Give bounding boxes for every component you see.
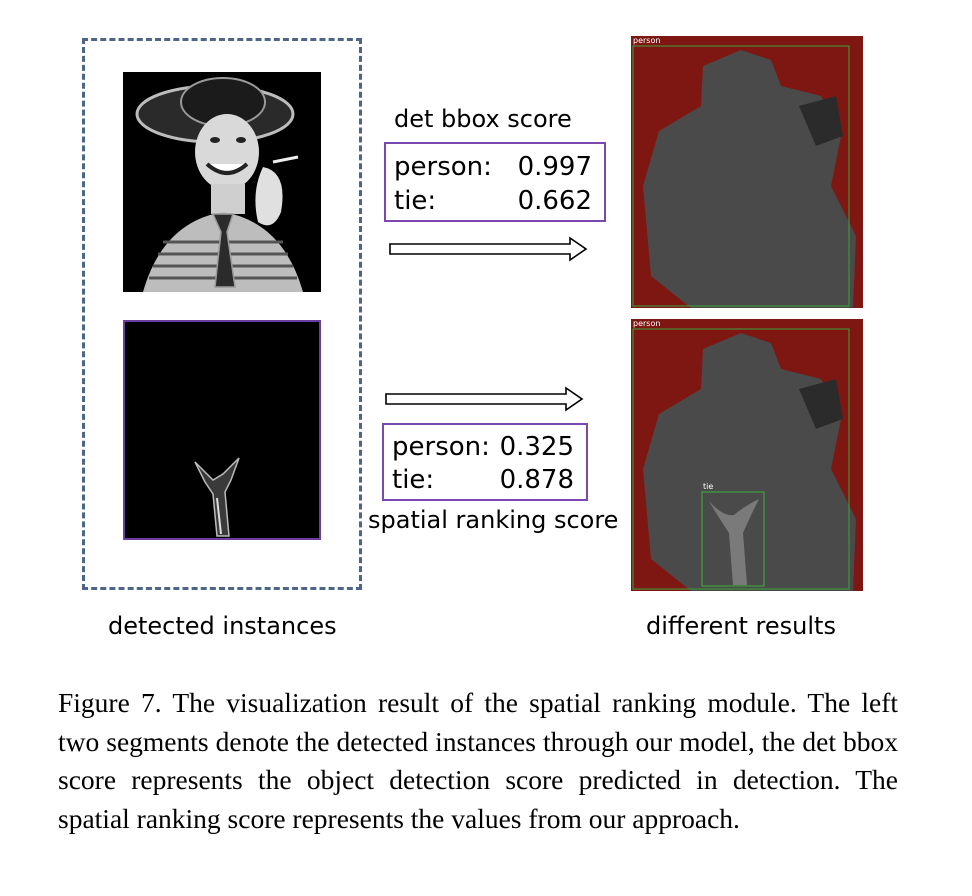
score-row: person: 0.325 <box>392 430 574 464</box>
person-box-label: person <box>633 319 661 328</box>
detected-instances-group <box>82 38 362 590</box>
tie-segment <box>123 320 321 540</box>
bottom-result-graphic <box>631 319 863 591</box>
score-row: tie: 0.662 <box>394 184 592 218</box>
top-arrow-icon <box>389 236 588 262</box>
score-row: person: 0.997 <box>394 150 592 184</box>
top-result-image: person <box>631 36 863 308</box>
person-photo-graphic <box>123 72 321 292</box>
spatial-ranking-score-title: spatial ranking score <box>368 506 619 534</box>
det-bbox-score-box: person: 0.997 tie: 0.662 <box>384 142 606 222</box>
tie-box-label: tie <box>703 482 714 491</box>
score-label: person: <box>392 432 490 462</box>
figure-caption: Figure 7. The visualization result of th… <box>58 684 898 838</box>
det-bbox-score-title: det bbox score <box>394 105 572 133</box>
detected-instances-label: detected instances <box>108 612 337 640</box>
spatial-ranking-score-box: person: 0.325 tie: 0.878 <box>382 423 588 501</box>
score-label: tie: <box>394 186 437 216</box>
bottom-result-image: person tie <box>631 319 863 591</box>
score-value: 0.325 <box>499 432 574 462</box>
person-box-label: person <box>633 36 661 45</box>
score-value: 0.878 <box>499 465 574 495</box>
top-result-graphic <box>631 36 863 308</box>
caption-text: Figure 7. The visualization result of th… <box>58 687 898 834</box>
different-results-label: different results <box>646 612 836 640</box>
score-label: tie: <box>392 465 435 495</box>
score-value: 0.997 <box>517 152 592 182</box>
score-row: tie: 0.878 <box>392 463 574 497</box>
score-label: person: <box>394 152 492 182</box>
person-photo <box>123 72 321 292</box>
tie-segment-graphic <box>125 322 319 538</box>
bottom-arrow-icon <box>385 386 584 412</box>
score-value: 0.662 <box>517 186 592 216</box>
